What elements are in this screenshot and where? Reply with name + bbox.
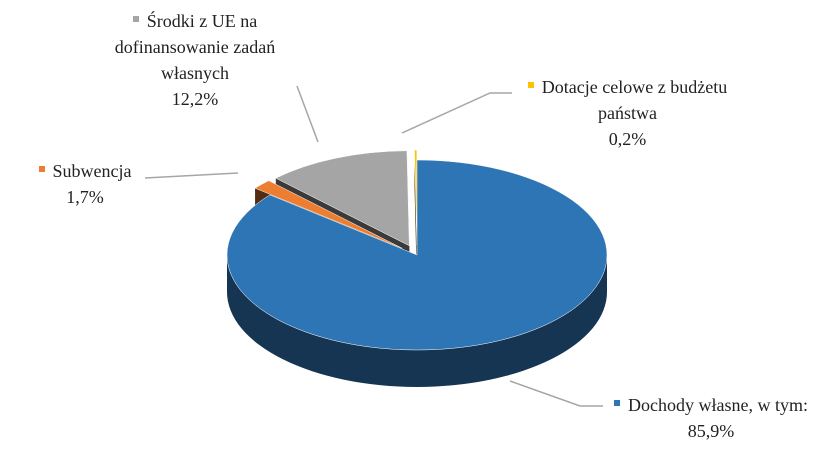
category-label: Subwencja xyxy=(52,161,132,181)
slice-top xyxy=(226,159,608,351)
legend-key xyxy=(527,81,534,88)
value-label: 0,2% xyxy=(608,129,647,149)
value-label: 85,9% xyxy=(687,421,735,441)
legend-key xyxy=(614,399,620,406)
category-label: Środki z UE na dofinansowanie zadań włas… xyxy=(114,11,276,83)
data-label: Dotacje celowe z budżetu państwa 0,2% xyxy=(515,74,740,152)
value-label: 12,2% xyxy=(171,89,219,109)
data-label: Środki z UE na dofinansowanie zadań włas… xyxy=(95,8,295,112)
leader-line xyxy=(296,85,319,143)
slice-top xyxy=(414,149,418,246)
pie-slice xyxy=(414,149,418,283)
value-label: 1,7% xyxy=(66,187,104,207)
pie-slice xyxy=(226,159,608,387)
legend-key xyxy=(132,15,139,22)
legend-key xyxy=(38,165,45,172)
leader-line xyxy=(401,92,512,134)
data-label: Dochody własne, w tym: 85,9% xyxy=(600,392,822,444)
leader-line xyxy=(144,172,239,179)
slice-top xyxy=(275,150,410,247)
leader-line xyxy=(509,380,603,407)
slice-wall xyxy=(227,255,607,387)
category-label: Dotacje celowe z budżetu państwa xyxy=(541,77,728,123)
data-label: Subwencja 1,7% xyxy=(20,158,150,210)
category-label: Dochody własne, w tym: xyxy=(628,395,808,415)
slice-top xyxy=(254,180,403,249)
